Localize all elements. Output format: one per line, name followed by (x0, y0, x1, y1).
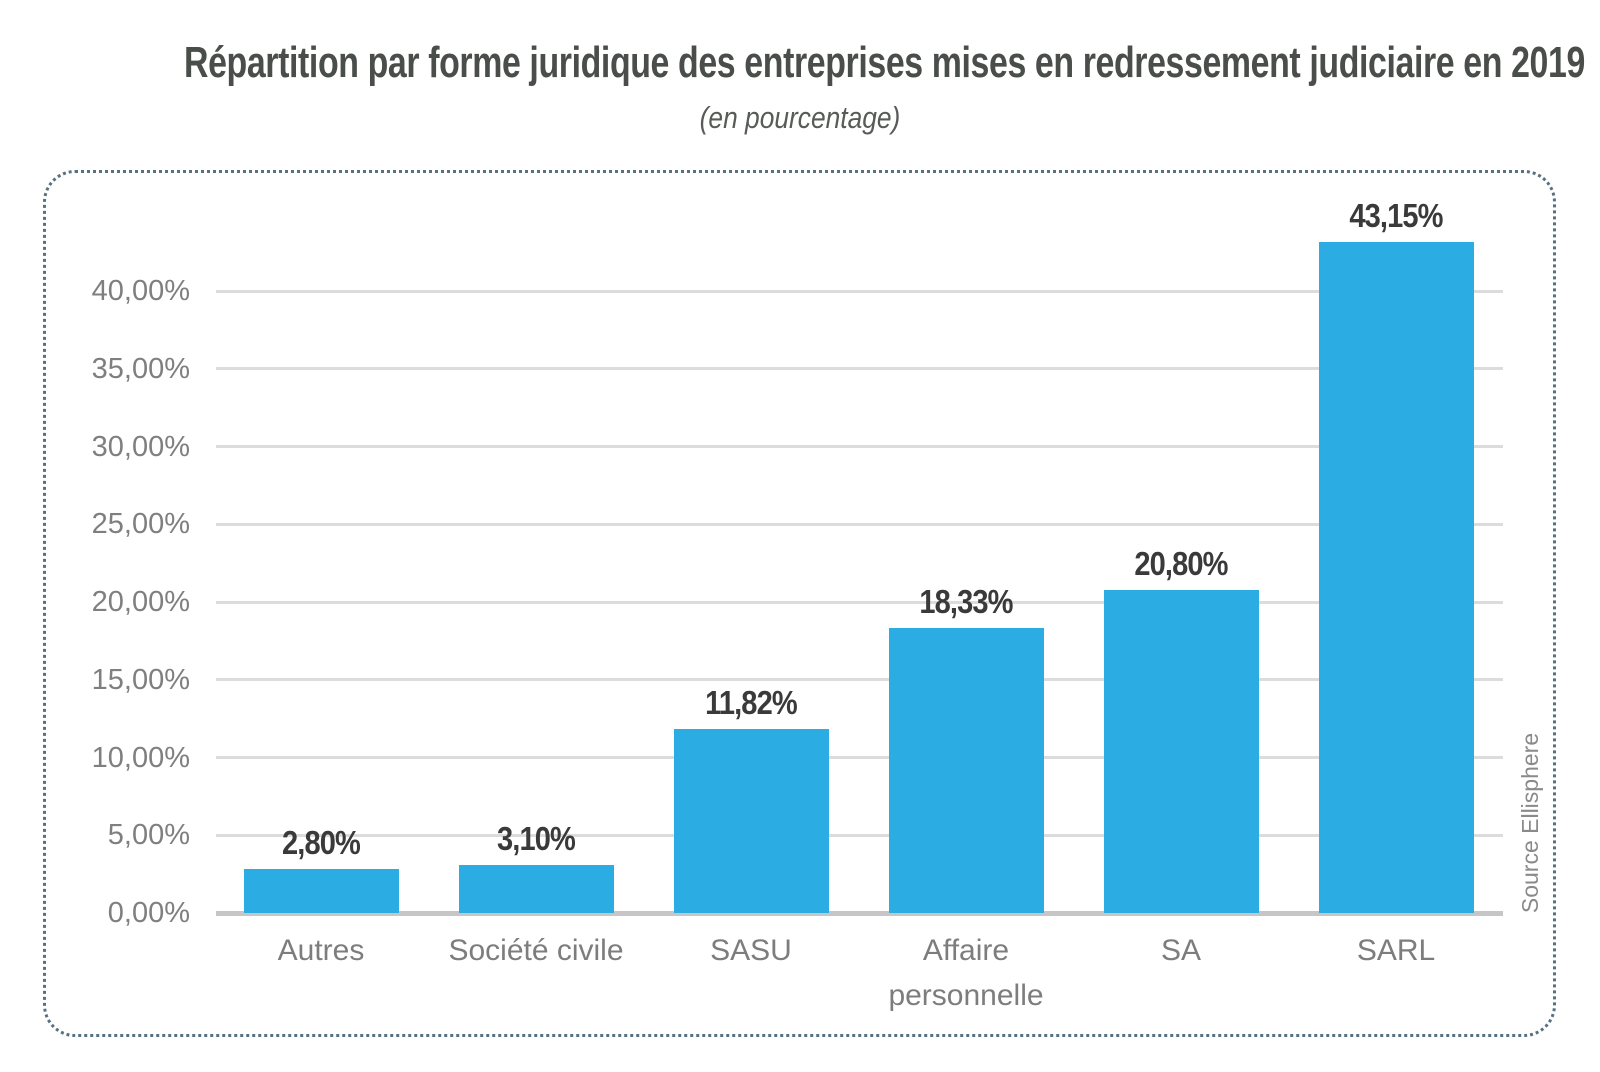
y-tick-label: 0,00% (107, 897, 190, 929)
bar (673, 729, 829, 913)
x-category-label: Société civile (448, 934, 624, 967)
x-category-label: Autres (277, 934, 365, 967)
page-subtitle: (en pourcentage) (699, 100, 901, 135)
bar-value-label: 11,82% (705, 684, 797, 722)
bar-value-label: 2,80% (282, 824, 361, 862)
y-tick-label: 25,00% (91, 508, 190, 541)
x-category-label: SASU (710, 934, 792, 967)
y-tick-label: 20,00% (91, 586, 190, 619)
bar (888, 628, 1044, 913)
grid-line (216, 833, 1503, 837)
y-tick-label: 5,00% (107, 819, 190, 852)
bar (1318, 242, 1474, 913)
bar-value-label: 20,80% (1134, 544, 1228, 582)
grid-line (216, 678, 1503, 682)
y-tick-label: 35,00% (91, 352, 190, 385)
y-tick-label: 15,00% (91, 663, 190, 696)
grid-line (216, 756, 1503, 760)
x-category-label: SARL (1356, 934, 1436, 967)
bar-value-label: 43,15% (1349, 197, 1443, 235)
x-axis-line (216, 911, 1503, 916)
x-category-label: SA (1160, 934, 1202, 967)
source-label: Source Ellisphere (1517, 732, 1543, 914)
x-category-label: Affaire personnelle (888, 934, 1044, 1012)
y-tick-label: 30,00% (91, 430, 190, 463)
bar (458, 864, 614, 913)
bar-value-label: 3,10% (497, 819, 576, 857)
grid-line (216, 289, 1503, 293)
grid-line (216, 600, 1503, 604)
y-tick-label: 10,00% (91, 741, 190, 774)
bar (1103, 589, 1259, 913)
grid-line (216, 522, 1503, 526)
bar (243, 869, 399, 913)
grid-line (216, 445, 1503, 449)
chart-frame: 0,00% 5,00% 10,00% 15,00% 20,00% 25,00% 30,00%… (43, 170, 1556, 1037)
y-tick-label: 40,00% (91, 275, 190, 308)
bar-value-label: 18,33% (919, 583, 1013, 621)
page-title: Répartition par forme juridique des entr… (184, 38, 1585, 87)
grid-line (216, 367, 1503, 371)
